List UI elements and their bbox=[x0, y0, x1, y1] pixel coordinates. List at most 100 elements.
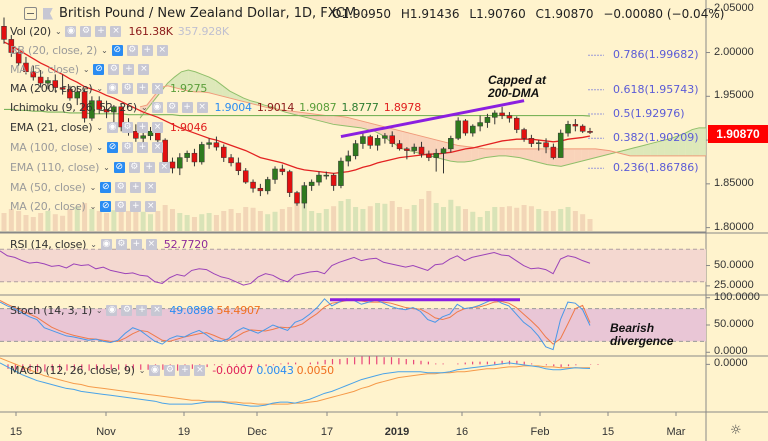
close-icon[interactable]: × bbox=[156, 45, 168, 56]
plus-icon[interactable]: + bbox=[181, 102, 193, 113]
visibility-icon[interactable]: ⊘ bbox=[93, 64, 105, 75]
gear-icon[interactable]: ⚙ bbox=[164, 365, 176, 376]
indicator-legend[interactable]: Ichimoku (9, 26, 52, 26) ⌄ ◉ ⚙ + × 1.9004 1.901… bbox=[10, 101, 421, 114]
plus-icon[interactable]: + bbox=[136, 142, 148, 153]
close-icon[interactable]: × bbox=[196, 102, 208, 113]
plus-icon[interactable]: + bbox=[141, 45, 153, 56]
chevron-down-icon[interactable]: ⌄ bbox=[90, 240, 97, 249]
visibility-icon[interactable]: ◉ bbox=[100, 239, 112, 250]
visibility-icon[interactable]: ◉ bbox=[151, 102, 163, 113]
indicator-legend[interactable]: EMA (21, close) ⌄ ◉ ⚙ + × 1.9046 bbox=[10, 121, 207, 134]
indicator-label[interactable]: MA (100, close) bbox=[10, 141, 93, 154]
plus-icon[interactable]: + bbox=[130, 182, 142, 193]
close-icon[interactable]: × bbox=[151, 83, 163, 94]
plus-icon[interactable]: + bbox=[123, 64, 135, 75]
gear-icon[interactable]: ⚙ bbox=[166, 102, 178, 113]
plus-icon[interactable]: + bbox=[130, 239, 142, 250]
indicator-legend[interactable]: EMA (110, close) ⌄ ⊘ ⚙ + × bbox=[10, 161, 170, 174]
close-icon[interactable]: × bbox=[145, 239, 157, 250]
indicator-label[interactable]: MA (200, close) bbox=[10, 82, 93, 95]
indicator-legend[interactable]: MA (20, close) ⌄ ⊘ ⚙ + × bbox=[10, 200, 157, 213]
indicator-label[interactable]: BB (20, close, 2) bbox=[10, 44, 98, 57]
visibility-icon[interactable]: ◉ bbox=[106, 122, 118, 133]
collapse-icon[interactable] bbox=[24, 7, 37, 20]
indicator-label[interactable]: MA (20, close) bbox=[10, 200, 86, 213]
close-icon[interactable]: × bbox=[158, 162, 170, 173]
indicator-legend[interactable]: Vol (20) ⌄ ◉ ⚙ + × 161.38K 357.928K bbox=[10, 25, 229, 38]
visibility-icon[interactable]: ◉ bbox=[106, 83, 118, 94]
chevron-down-icon[interactable]: ⌄ bbox=[89, 202, 97, 211]
plus-icon[interactable]: + bbox=[179, 365, 191, 376]
indicator-legend[interactable]: MA (200, close) ⌄ ◉ ⚙ + × 1.9275 bbox=[10, 82, 207, 95]
plus-icon[interactable]: + bbox=[143, 162, 155, 173]
gear-icon[interactable]: ⚙ bbox=[108, 64, 120, 75]
gear-icon[interactable]: ⚙ bbox=[121, 83, 133, 94]
price-trendline bbox=[340, 99, 525, 139]
macd-legend[interactable]: MACD (12, 26, close, 9) ⌄ ◉ ⚙ + × -0.0007 0.… bbox=[10, 364, 334, 377]
gear-icon[interactable]: ⚙ bbox=[115, 201, 127, 212]
indicator-label[interactable]: EMA (21, close) bbox=[10, 121, 93, 134]
chevron-down-icon[interactable]: ⌄ bbox=[96, 123, 103, 132]
chevron-down-icon[interactable]: ⌄ bbox=[103, 163, 110, 172]
gear-icon[interactable]: ⚙ bbox=[80, 26, 92, 37]
chevron-down-icon[interactable]: ⌄ bbox=[95, 306, 103, 315]
close-icon[interactable]: × bbox=[145, 201, 157, 212]
gear-icon[interactable]: ⚙ bbox=[115, 239, 127, 250]
gear-icon[interactable]: ⚙ bbox=[121, 122, 133, 133]
rsi-label[interactable]: RSI (14, close) bbox=[10, 238, 87, 251]
indicator-label[interactable]: MA (50, close) bbox=[10, 181, 86, 194]
indicator-label[interactable]: Vol (20) bbox=[10, 25, 51, 38]
chevron-down-icon[interactable]: ⌄ bbox=[363, 9, 370, 18]
macd-hist-value: -0.0007 bbox=[212, 364, 254, 377]
plus-icon[interactable]: + bbox=[136, 305, 148, 316]
symbol-title[interactable]: British Pound / New Zealand Dollar, 1D, … bbox=[59, 6, 357, 21]
plus-icon[interactable]: + bbox=[136, 122, 148, 133]
close-icon[interactable]: × bbox=[110, 26, 122, 37]
plus-icon[interactable]: + bbox=[130, 201, 142, 212]
plus-icon[interactable]: + bbox=[95, 26, 107, 37]
indicator-label[interactable]: EMA (110, close) bbox=[10, 161, 100, 174]
chevron-down-icon[interactable]: ⌄ bbox=[96, 84, 103, 93]
chevron-down-icon[interactable]: ⌄ bbox=[54, 27, 62, 36]
indicator-legend[interactable]: MA (100, close) ⌄ ⊘ ⚙ + × bbox=[10, 141, 163, 154]
indicator-legend[interactable]: MA (5, close) ⌄ ⊘ ⚙ + × bbox=[10, 63, 150, 76]
chevron-down-icon[interactable]: ⌄ bbox=[82, 65, 90, 74]
chevron-down-icon[interactable]: ⌄ bbox=[141, 103, 148, 112]
macd-label[interactable]: MACD (12, 26, close, 9) bbox=[10, 364, 135, 377]
ichimoku-cloud-segment bbox=[402, 131, 410, 151]
gear-icon[interactable]: ⚙ bbox=[126, 45, 138, 56]
close-icon[interactable]: × bbox=[151, 122, 163, 133]
close-icon[interactable]: × bbox=[138, 64, 150, 75]
chevron-down-icon[interactable]: ⌄ bbox=[96, 143, 103, 152]
visibility-icon[interactable]: ⊘ bbox=[111, 45, 123, 56]
visibility-icon[interactable]: ⊘ bbox=[106, 142, 118, 153]
gear-icon[interactable]: ⚙ bbox=[115, 182, 127, 193]
rsi-legend[interactable]: RSI (14, close) ⌄ ◉ ⚙ + × 52.7720 bbox=[10, 238, 208, 251]
visibility-icon[interactable]: ◉ bbox=[149, 365, 161, 376]
indicator-legend[interactable]: BB (20, close, 2) ⌄ ⊘ ⚙ + × bbox=[10, 44, 168, 57]
gear-icon[interactable]: ⚙ bbox=[121, 142, 133, 153]
close-icon[interactable]: × bbox=[151, 305, 163, 316]
indicator-label[interactable]: Ichimoku (9, 26, 52, 26) bbox=[10, 101, 138, 114]
gear-icon[interactable]: ⚙ bbox=[128, 162, 140, 173]
chevron-down-icon[interactable]: ⌄ bbox=[101, 46, 108, 55]
chevron-down-icon[interactable]: ⌄ bbox=[89, 183, 97, 192]
visibility-icon[interactable]: ⊘ bbox=[100, 182, 112, 193]
stoch-legend[interactable]: Stoch (14, 3, 1) ⌄ ◉ ⚙ + × 49.0898 54.4907 bbox=[10, 304, 261, 317]
visibility-icon[interactable]: ⊘ bbox=[113, 162, 125, 173]
indicator-legend[interactable]: MA (50, close) ⌄ ⊘ ⚙ + × bbox=[10, 181, 157, 194]
close-icon[interactable]: × bbox=[194, 365, 206, 376]
gear-icon[interactable]: ⚙ bbox=[121, 305, 133, 316]
plus-icon[interactable]: + bbox=[136, 83, 148, 94]
indicator-label[interactable]: MA (5, close) bbox=[10, 63, 79, 76]
stoch-label[interactable]: Stoch (14, 3, 1) bbox=[10, 304, 92, 317]
chevron-down-icon[interactable]: ⌄ bbox=[138, 366, 146, 375]
ichimoku-cloud-segment bbox=[229, 91, 237, 100]
visibility-icon[interactable]: ◉ bbox=[106, 305, 118, 316]
visibility-icon[interactable]: ⊘ bbox=[100, 201, 112, 212]
gear-icon[interactable]: ☼ bbox=[730, 423, 742, 438]
close-icon[interactable]: × bbox=[145, 182, 157, 193]
visibility-icon[interactable]: ◉ bbox=[65, 26, 77, 37]
close-icon[interactable]: × bbox=[151, 142, 163, 153]
